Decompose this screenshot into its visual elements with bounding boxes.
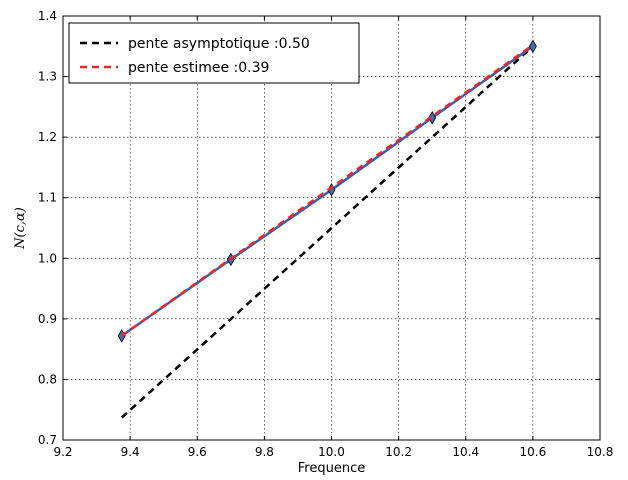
- data-point-marker: [428, 110, 437, 125]
- legend: pente asymptotique :0.50 pente estimee :0…: [68, 22, 360, 84]
- y-axis-label: N(c,α): [13, 207, 28, 250]
- x-tick-label: 10.8: [587, 445, 614, 459]
- x-tick-label: 10.0: [318, 445, 345, 459]
- data-point-marker: [528, 39, 537, 54]
- y-tick-label: 1.4: [38, 9, 57, 23]
- y-tick-label: 1.1: [38, 191, 57, 205]
- x-tick-label: 9.6: [188, 445, 207, 459]
- x-tick-label: 9.4: [121, 445, 140, 459]
- x-tick-label: 10.2: [385, 445, 412, 459]
- y-tick-label: 1.0: [38, 251, 57, 265]
- y-tick-label: 1.3: [38, 70, 57, 84]
- series-layer: [117, 39, 537, 419]
- legend-entry-label: pente asymptotique :0.50: [128, 36, 310, 52]
- y-tick-label: 0.9: [38, 312, 57, 326]
- x-tick-label: 10.6: [520, 445, 547, 459]
- ticks: 9.2 9.4 9.6 9.8 10.0 10.2 10.4 10.6 10.8 0.7 0.8 0.…: [38, 9, 613, 459]
- x-tick-label: 9.8: [255, 445, 274, 459]
- y-tick-label: 1.2: [38, 130, 57, 144]
- x-axis-label: Frequence: [298, 461, 365, 476]
- x-tick-label: 10.4: [452, 445, 479, 459]
- legend-entry-label: pente estimee :0.39: [128, 60, 269, 76]
- y-tick-label: 0.7: [38, 433, 57, 447]
- x-tick-label: 9.2: [53, 445, 72, 459]
- legend-box: [68, 22, 360, 84]
- y-tick-label: 0.8: [38, 372, 57, 386]
- series-line-0: [120, 45, 534, 419]
